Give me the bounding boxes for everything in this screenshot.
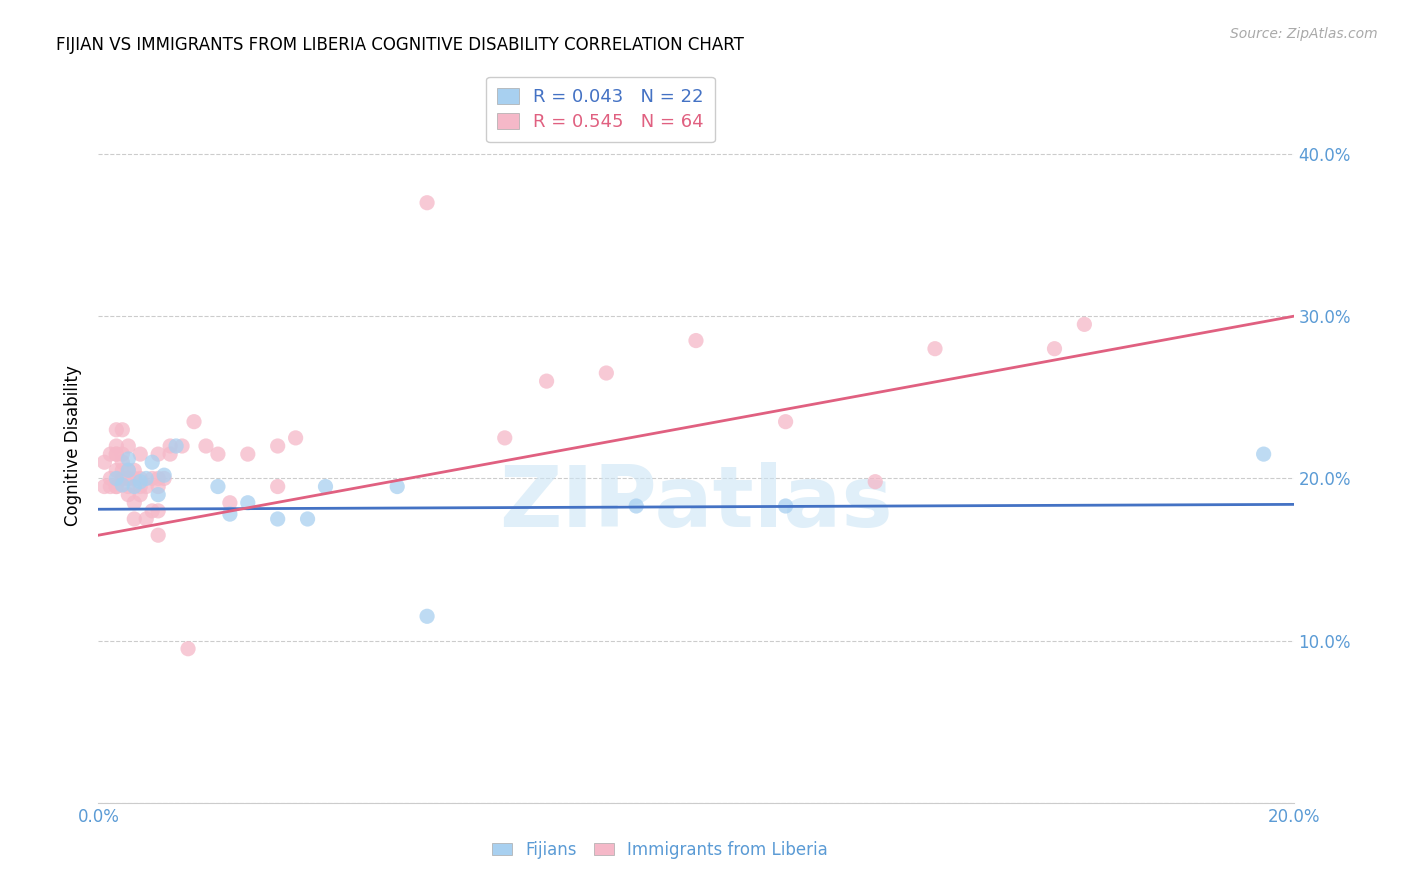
Point [267,439,290,453]
Point [111,447,134,461]
Point [494,431,516,445]
Point [117,479,139,493]
Point [105,463,128,477]
Point [219,507,242,521]
Point [284,431,307,445]
Point [124,512,146,526]
Point [315,479,337,493]
Point [98,471,122,485]
Point [117,463,139,477]
Point [135,471,157,485]
Point [177,641,200,656]
Point [111,478,134,492]
Point [93,455,115,469]
Point [416,609,439,624]
Point [105,479,128,493]
Point [159,447,181,461]
Point [105,447,128,461]
Point [124,471,146,485]
Point [111,471,134,485]
Point [148,528,170,542]
Point [124,463,146,477]
Point [1253,447,1275,461]
Point [124,479,146,493]
Point [124,496,146,510]
Point [111,471,134,485]
Point [105,447,128,461]
Point [172,439,194,453]
Point [129,479,152,493]
Point [685,334,707,348]
Point [148,504,170,518]
Point [111,455,134,469]
Point [141,504,163,518]
Point [1043,342,1066,356]
Point [141,471,163,485]
Point [105,471,128,485]
Point [236,447,259,461]
Point [207,479,229,493]
Point [595,366,617,380]
Point [111,423,134,437]
Point [267,479,290,493]
Point [775,499,797,513]
Point [148,447,170,461]
Point [129,488,152,502]
Point [105,423,128,437]
Point [153,471,176,485]
Point [626,499,648,513]
Point [165,439,187,453]
Y-axis label: Cognitive Disability: Cognitive Disability [65,366,83,526]
Point [865,475,887,489]
Legend: Fijians, Immigrants from Liberia: Fijians, Immigrants from Liberia [485,835,835,866]
Point [153,468,176,483]
Point [148,488,170,502]
Point [148,471,170,485]
Point [219,496,242,510]
Point [129,475,152,489]
Point [129,447,152,461]
Point [1073,318,1095,332]
Point [536,374,558,388]
Point [148,479,170,493]
Point [775,415,797,429]
Point [207,447,229,461]
Point [416,195,439,210]
Point [385,479,409,493]
Point [236,496,259,510]
Point [117,452,139,467]
Point [141,455,163,469]
Text: ZIPatlas: ZIPatlas [499,461,893,545]
Point [105,439,128,453]
Point [93,479,115,493]
Point [129,471,152,485]
Point [98,447,122,461]
Point [98,479,122,493]
Point [159,439,181,453]
Point [297,512,319,526]
Point [117,439,139,453]
Point [117,471,139,485]
Point [135,512,157,526]
Point [117,471,139,485]
Point [105,479,128,493]
Point [183,415,205,429]
Point [267,512,290,526]
Point [924,342,946,356]
Point [195,439,218,453]
Text: FIJIAN VS IMMIGRANTS FROM LIBERIA COGNITIVE DISABILITY CORRELATION CHART: FIJIAN VS IMMIGRANTS FROM LIBERIA COGNIT… [56,36,744,54]
Point [135,479,157,493]
Text: Source: ZipAtlas.com: Source: ZipAtlas.com [1230,27,1378,41]
Point [117,463,139,477]
Point [111,463,134,477]
Point [117,488,139,502]
